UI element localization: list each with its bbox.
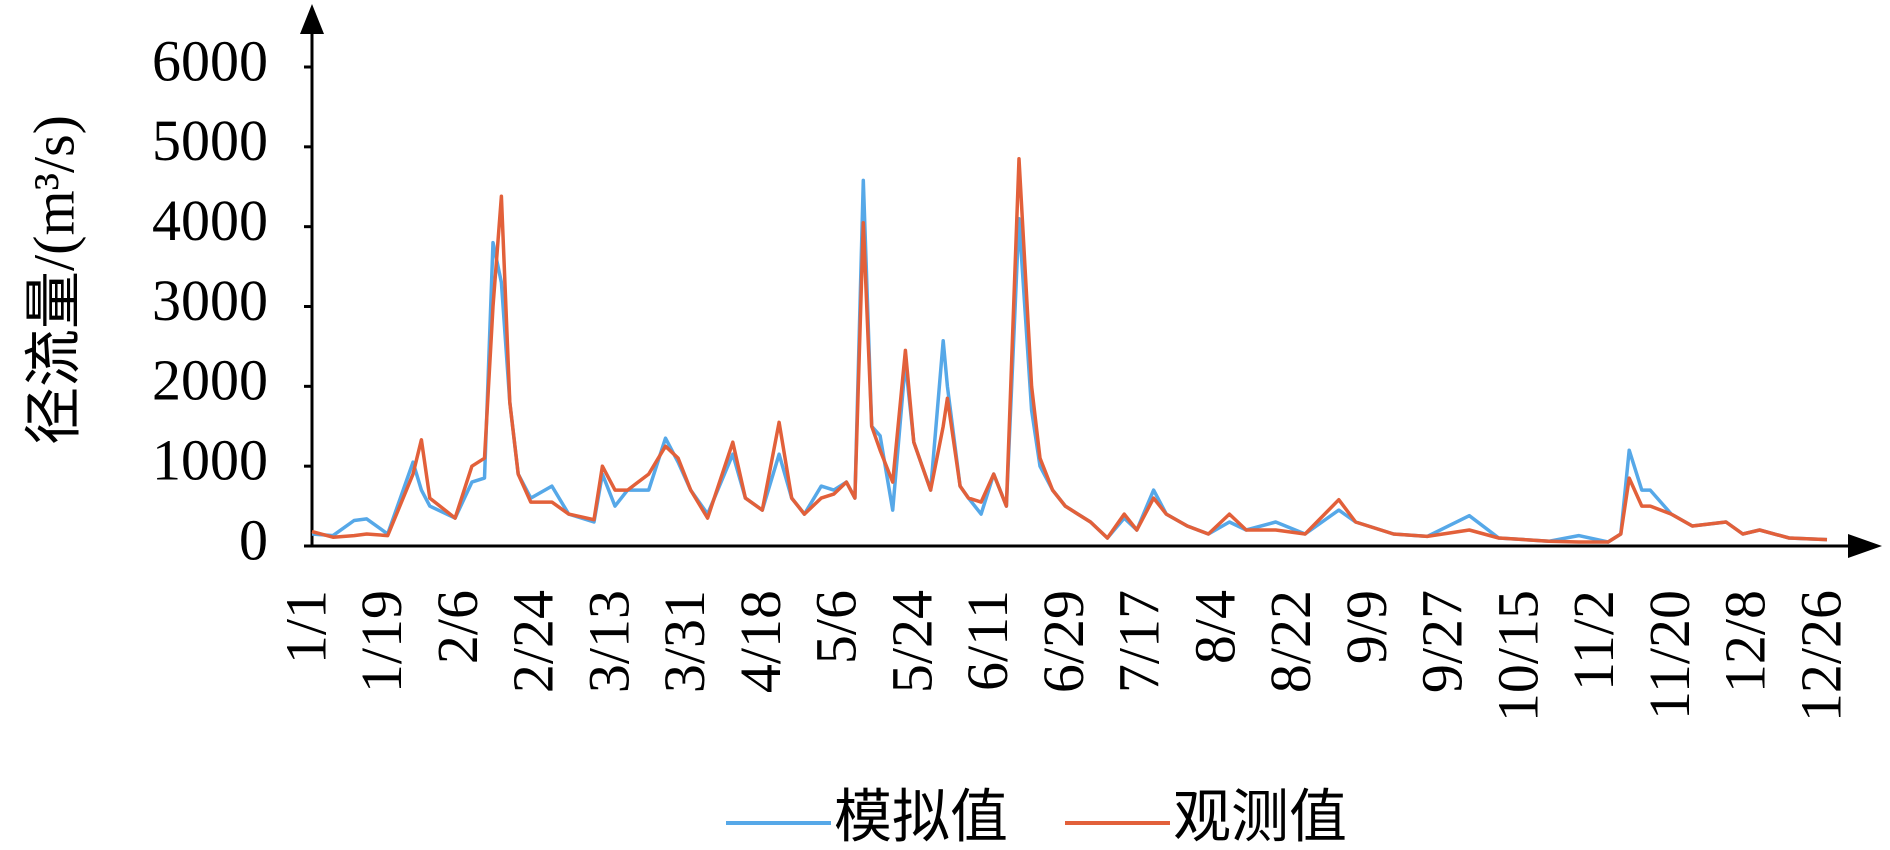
y-tick-label: 5000: [152, 108, 268, 173]
x-tick-label: 7/17: [1107, 590, 1172, 693]
y-tick-label: 3000: [152, 268, 268, 333]
x-tick-label: 11/2: [1561, 590, 1626, 691]
x-tick-label: 6/29: [1031, 590, 1096, 693]
x-tick-label: 12/26: [1788, 590, 1853, 722]
y-tick-label: 6000: [152, 28, 268, 93]
x-tick-label: 2/6: [425, 590, 490, 664]
y-tick-label: 0: [239, 507, 268, 572]
x-tick-label: 5/6: [804, 590, 869, 664]
x-tick-label: 8/4: [1182, 590, 1247, 664]
x-tick-label: 11/20: [1637, 590, 1702, 720]
legend-label: 观测值: [1173, 784, 1347, 849]
x-tick-label: 12/8: [1713, 590, 1778, 693]
y-tick-label: 1000: [152, 427, 268, 492]
y-tick-label: 2000: [152, 348, 268, 413]
x-tick-label: 8/22: [1258, 590, 1323, 693]
y-axis-label: 径流量/(m³/s): [21, 115, 86, 445]
x-tick-label: 9/27: [1410, 590, 1475, 693]
series-line: [311, 178, 1828, 544]
x-tick-label: 10/15: [1485, 590, 1550, 722]
x-tick-label: 3/13: [576, 590, 641, 693]
x-tick-label: 2/24: [501, 590, 566, 693]
x-tick-label: 6/11: [955, 590, 1020, 691]
x-tick-label: 3/31: [652, 590, 717, 693]
y-tick-label: 4000: [152, 188, 268, 253]
x-tick-label: 1/1: [273, 590, 338, 664]
y-axis-arrow: [300, 4, 324, 34]
legend-label: 模拟值: [834, 784, 1008, 849]
x-tick-label: 4/18: [728, 590, 793, 693]
x-tick-label: 9/9: [1334, 590, 1399, 664]
x-tick-label: 1/19: [349, 590, 414, 693]
x-axis-arrow: [1848, 534, 1882, 558]
x-tick-label: 5/24: [879, 590, 944, 693]
series-line: [311, 157, 1828, 544]
